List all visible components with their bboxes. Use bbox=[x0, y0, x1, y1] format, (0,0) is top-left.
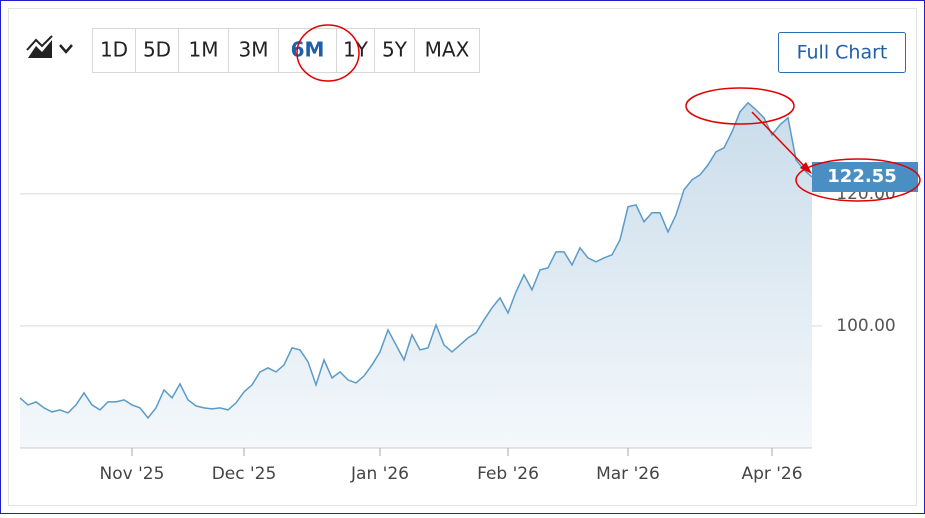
x-tick-label: Jan '26 bbox=[350, 464, 409, 484]
x-tick-label: Apr '26 bbox=[741, 464, 802, 484]
y-tick-label: 100.00 bbox=[836, 316, 895, 336]
range-label[interactable]: 6M bbox=[291, 38, 325, 62]
range-button[interactable] bbox=[135, 28, 179, 73]
range-button[interactable] bbox=[278, 28, 337, 73]
full-chart-button[interactable]: Full Chart bbox=[778, 32, 906, 73]
line bbox=[19, 101, 813, 420]
range-button[interactable] bbox=[414, 28, 480, 73]
range-label[interactable]: 1M bbox=[189, 38, 219, 62]
range-label[interactable]: 1D bbox=[100, 38, 128, 62]
x-tick-label: Nov '25 bbox=[100, 464, 165, 484]
annotations bbox=[296, 24, 921, 202]
range-label[interactable]: 3M bbox=[239, 38, 269, 62]
range-button[interactable] bbox=[228, 28, 279, 73]
area bbox=[20, 102, 812, 449]
full-chart-label[interactable]: Full Chart bbox=[797, 42, 888, 64]
range-button[interactable] bbox=[374, 28, 415, 73]
last-value-label: 122.55 bbox=[827, 166, 896, 187]
range-label[interactable]: 5D bbox=[143, 38, 171, 62]
last-value-box bbox=[812, 161, 918, 192]
x-tick-label: Mar '26 bbox=[596, 464, 660, 484]
chart-type-icon[interactable] bbox=[26, 35, 73, 58]
range-button[interactable] bbox=[92, 28, 136, 73]
inner-frame bbox=[8, 8, 917, 506]
x-tick-label: Feb '26 bbox=[477, 464, 539, 484]
range-label[interactable]: 5Y bbox=[382, 38, 408, 62]
range-label[interactable]: MAX bbox=[425, 38, 470, 62]
x-tick-label: Dec '25 bbox=[212, 464, 277, 484]
range-button[interactable] bbox=[178, 28, 229, 73]
